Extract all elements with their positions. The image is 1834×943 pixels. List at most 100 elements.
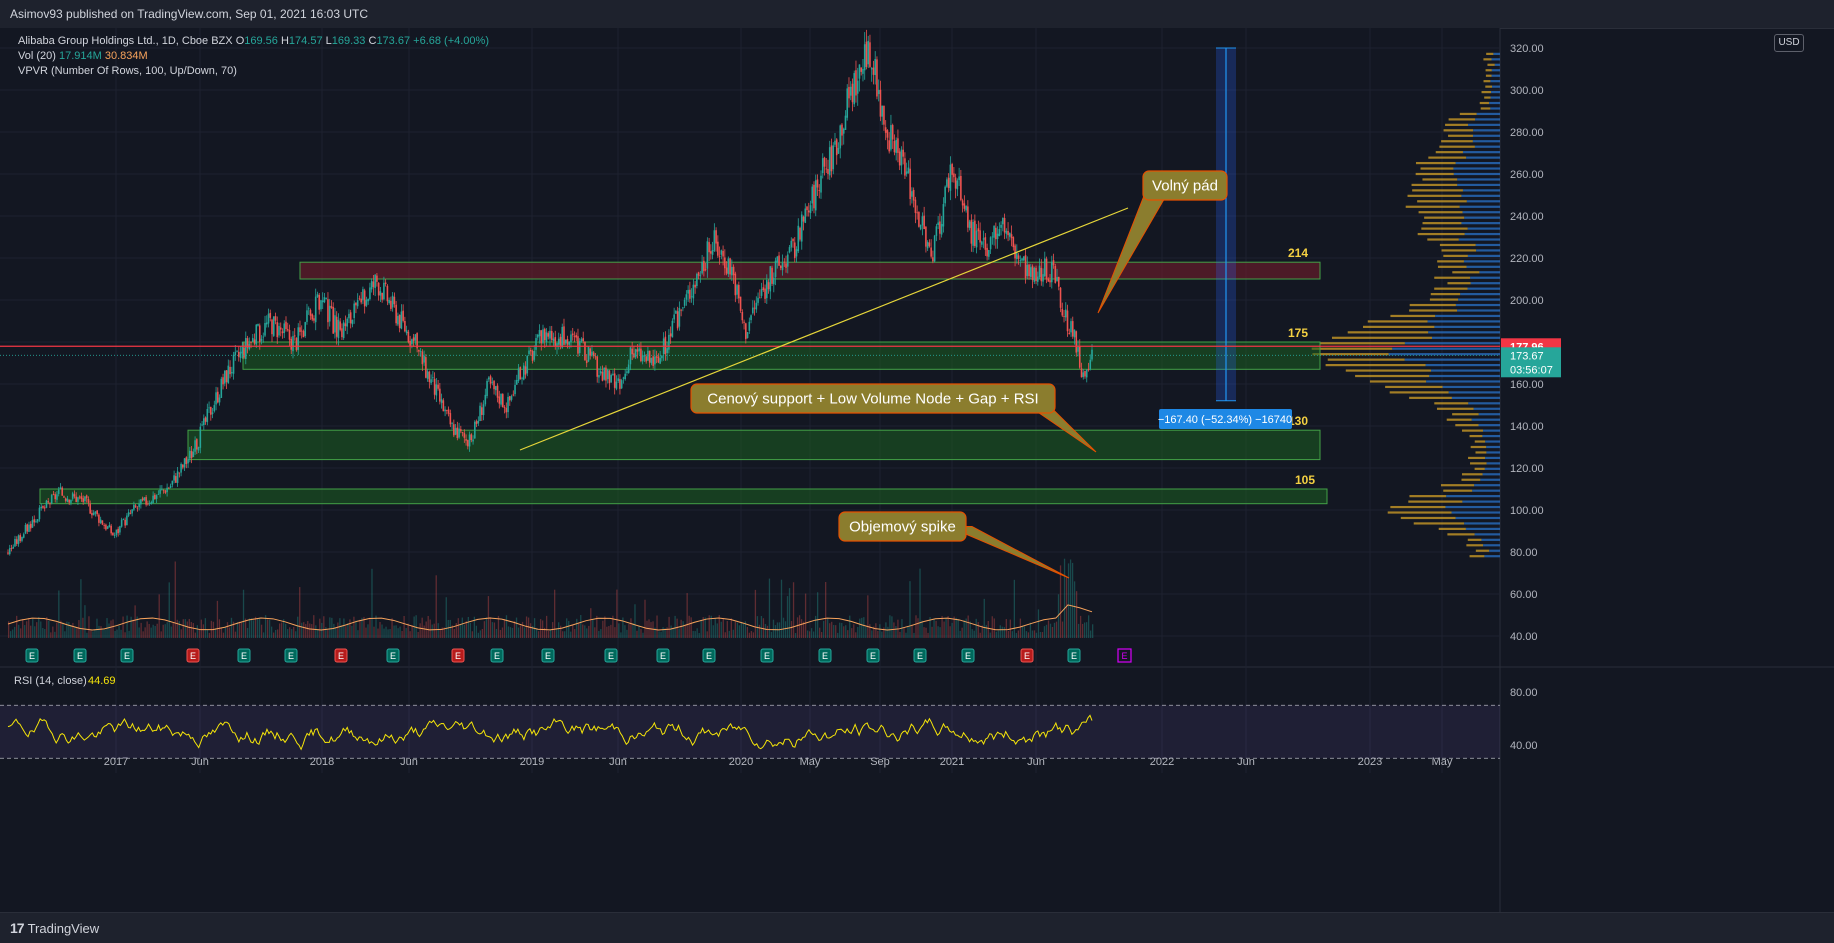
candle-body: [52, 494, 55, 495]
candle-body: [717, 241, 719, 256]
volume-bar: [313, 615, 315, 638]
vpvr-bar-up: [1483, 429, 1500, 432]
candle-body: [405, 330, 408, 334]
x-tick-label: 2017: [104, 756, 128, 768]
candle-body: [933, 235, 936, 262]
volume-bar: [554, 589, 556, 638]
candle-body: [489, 376, 492, 384]
candle-body: [897, 138, 899, 153]
candle-body: [36, 519, 39, 522]
volume-bar: [30, 625, 32, 638]
volume-bar: [816, 592, 819, 638]
vpvr-bar-up: [1485, 456, 1500, 460]
volume-bar: [1019, 618, 1022, 638]
volume-bar: [200, 619, 203, 638]
vpvr-bar-up: [1388, 353, 1500, 356]
volume-bar: [487, 596, 490, 638]
vpvr-bar-down: [1447, 533, 1475, 536]
candle-body: [211, 412, 214, 415]
vpvr-bar-down: [1437, 260, 1464, 263]
vpvr-bar-down: [1481, 91, 1492, 94]
candle-body: [1009, 232, 1011, 237]
volume-bar: [114, 630, 116, 638]
volume-bar: [985, 624, 987, 638]
candle-body: [867, 40, 870, 65]
volume-bar: [1017, 630, 1020, 638]
candle-body: [643, 355, 646, 357]
candle-body: [699, 275, 702, 277]
candle-body: [874, 58, 876, 76]
free-fall-callout-box: [1142, 170, 1228, 201]
volume-bar: [144, 627, 146, 638]
candle-body: [689, 289, 691, 299]
candle-body: [437, 384, 439, 389]
candle-body: [411, 339, 413, 345]
volume-bar: [543, 627, 546, 638]
candle-body: [269, 312, 272, 318]
candle-body: [419, 351, 422, 352]
candle-body: [538, 329, 541, 337]
volume-bar: [750, 631, 753, 638]
earnings-marker: [760, 648, 774, 663]
volume-bar: [134, 605, 136, 638]
volume-bar: [405, 628, 407, 638]
candle-body: [75, 496, 77, 503]
candle-body: [175, 476, 177, 483]
vpvr-bar-up: [1470, 276, 1500, 279]
volume-bar: [435, 575, 437, 638]
volume-bar: [556, 628, 558, 638]
volume-bar: [782, 617, 785, 638]
bottom-bar: 17 TradingView: [0, 912, 1834, 943]
volume-bar: [132, 619, 134, 638]
volume-bar: [547, 630, 550, 638]
volume-bar: [509, 627, 512, 638]
volume-bar: [839, 622, 841, 638]
candle-body: [311, 314, 314, 320]
candle-body: [353, 303, 355, 318]
tradingview-logo[interactable]: 17 TradingView: [10, 920, 99, 936]
candle-body: [260, 338, 263, 341]
vpvr-bar-up: [1489, 101, 1500, 105]
candle-body: [729, 258, 731, 275]
candle-body: [683, 299, 686, 306]
legend-high-label: H: [280, 35, 289, 47]
price-chart[interactable]: 320.00 300.00 280.00 260.00 240.00 220.00 200.…: [0, 28, 1834, 912]
candle-body: [842, 128, 845, 134]
candle-body: [940, 224, 943, 235]
volume-bar: [465, 621, 467, 638]
candle-body: [612, 373, 614, 375]
volume-bar: [562, 631, 564, 638]
candle-body: [568, 341, 571, 345]
candle-body: [811, 186, 814, 204]
candle-body: [989, 237, 992, 250]
vpvr-bar-up: [1472, 489, 1500, 492]
volume-bar: [164, 624, 166, 638]
volume-bar: [764, 624, 767, 638]
vpvr-bar-up: [1473, 407, 1500, 410]
candle-body: [14, 538, 16, 547]
volume-bar: [182, 619, 184, 638]
candle-body: [428, 371, 431, 383]
candle-body: [786, 254, 789, 267]
candle-body: [869, 42, 871, 67]
candle-body: [762, 287, 765, 291]
volume-bar: [423, 625, 425, 638]
volume-bar: [989, 632, 991, 638]
candle-body: [432, 377, 434, 379]
chart-area[interactable]: 320.00 300.00 280.00 260.00 240.00 220.00 200.…: [0, 28, 1834, 912]
earnings-marker: [1020, 648, 1034, 663]
candle-body: [772, 277, 775, 285]
candle-body: [779, 265, 782, 269]
candle-body: [975, 230, 978, 248]
candle-body: [505, 407, 508, 413]
vpvr-bar-up: [1434, 325, 1500, 328]
volume-bar: [714, 618, 716, 638]
currency-badge[interactable]: USD: [1774, 34, 1804, 52]
volume-bar: [955, 617, 957, 638]
candle-body: [895, 139, 897, 153]
candle-body: [210, 406, 212, 415]
vpvr-bar-up: [1467, 227, 1500, 230]
vpvr-bar-down: [1487, 63, 1495, 66]
candle-body: [788, 247, 791, 253]
earnings-marker: [237, 648, 251, 663]
